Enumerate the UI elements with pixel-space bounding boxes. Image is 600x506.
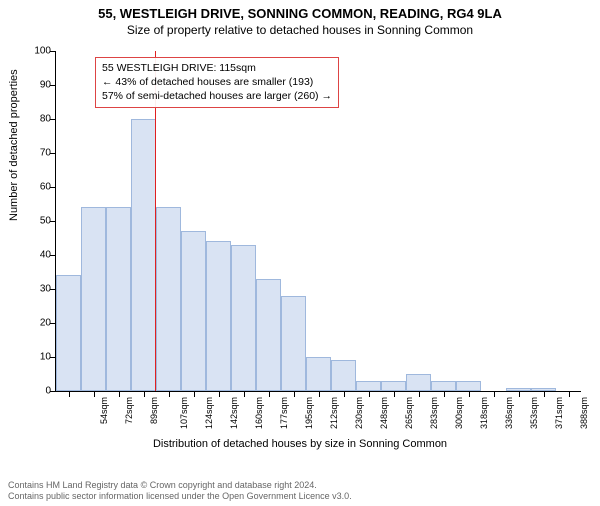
- y-tick-label: 100: [23, 46, 51, 57]
- histogram-bar: [231, 245, 256, 391]
- histogram-bar: [456, 381, 481, 391]
- histogram-bar: [281, 296, 306, 391]
- x-tick: [244, 391, 245, 397]
- histogram-bar: [156, 207, 181, 391]
- x-tick-label: 371sqm: [554, 397, 564, 429]
- x-axis-label: Distribution of detached houses by size …: [0, 438, 600, 450]
- x-tick: [444, 391, 445, 397]
- x-tick: [144, 391, 145, 397]
- y-tick-label: 0: [23, 386, 51, 397]
- histogram-bar: [181, 231, 206, 391]
- x-tick-label: 318sqm: [479, 397, 489, 429]
- annotation-box: 55 WESTLEIGH DRIVE: 115sqm ← 43% of deta…: [95, 57, 339, 108]
- y-tick-label: 20: [23, 318, 51, 329]
- x-tick: [269, 391, 270, 397]
- histogram-bar: [356, 381, 381, 391]
- x-tick: [294, 391, 295, 397]
- y-tick-label: 80: [23, 114, 51, 125]
- y-tick-label: 90: [23, 80, 51, 91]
- x-tick-label: 195sqm: [304, 397, 314, 429]
- histogram-bar: [431, 381, 456, 391]
- x-tick-label: 248sqm: [379, 397, 389, 429]
- x-tick: [219, 391, 220, 397]
- footer-line1: Contains HM Land Registry data © Crown c…: [8, 480, 352, 491]
- histogram-bar: [306, 357, 331, 391]
- histogram-bar: [406, 374, 431, 391]
- x-tick-label: 72sqm: [124, 397, 134, 424]
- x-tick: [344, 391, 345, 397]
- histogram-bar: [81, 207, 106, 391]
- histogram-bar: [56, 275, 81, 391]
- x-tick-label: 124sqm: [204, 397, 214, 429]
- chart-area: 010203040506070809010054sqm72sqm89sqm107…: [55, 51, 580, 391]
- chart-title-sub: Size of property relative to detached ho…: [0, 23, 600, 37]
- x-tick-label: 230sqm: [354, 397, 364, 429]
- x-tick-label: 283sqm: [429, 397, 439, 429]
- y-tick-label: 70: [23, 148, 51, 159]
- histogram-bar: [256, 279, 281, 391]
- x-tick: [94, 391, 95, 397]
- x-tick: [569, 391, 570, 397]
- histogram-bar: [131, 119, 156, 391]
- y-tick-label: 30: [23, 284, 51, 295]
- x-tick-label: 54sqm: [99, 397, 109, 424]
- annotation-line2: ← 43% of detached houses are smaller (19…: [102, 75, 332, 89]
- x-tick: [194, 391, 195, 397]
- x-tick: [469, 391, 470, 397]
- x-tick: [319, 391, 320, 397]
- x-tick-label: 142sqm: [229, 397, 239, 429]
- x-tick-label: 353sqm: [529, 397, 539, 429]
- x-tick: [419, 391, 420, 397]
- x-tick: [519, 391, 520, 397]
- histogram-bar: [381, 381, 406, 391]
- x-tick-label: 212sqm: [329, 397, 339, 429]
- annotation-line1: 55 WESTLEIGH DRIVE: 115sqm: [102, 61, 332, 75]
- x-tick-label: 160sqm: [254, 397, 264, 429]
- footer-line2: Contains public sector information licen…: [8, 491, 352, 502]
- x-tick: [494, 391, 495, 397]
- x-tick-label: 89sqm: [149, 397, 159, 424]
- x-tick-label: 107sqm: [179, 397, 189, 429]
- y-tick-label: 40: [23, 250, 51, 261]
- x-tick: [69, 391, 70, 397]
- x-tick: [394, 391, 395, 397]
- x-tick: [544, 391, 545, 397]
- y-tick-label: 50: [23, 216, 51, 227]
- histogram-bar: [206, 241, 231, 391]
- y-tick-label: 60: [23, 182, 51, 193]
- histogram-bar: [331, 360, 356, 391]
- chart-title-main: 55, WESTLEIGH DRIVE, SONNING COMMON, REA…: [0, 6, 600, 21]
- footer-attribution: Contains HM Land Registry data © Crown c…: [8, 480, 352, 503]
- x-tick: [369, 391, 370, 397]
- x-tick-label: 388sqm: [579, 397, 589, 429]
- histogram-bar: [106, 207, 131, 391]
- x-tick-label: 265sqm: [404, 397, 414, 429]
- x-tick: [119, 391, 120, 397]
- annotation-line3: 57% of semi-detached houses are larger (…: [102, 89, 332, 103]
- y-axis-label: Number of detached properties: [8, 69, 20, 221]
- y-tick-label: 10: [23, 352, 51, 363]
- x-tick-label: 177sqm: [279, 397, 289, 429]
- x-tick: [169, 391, 170, 397]
- x-tick-label: 336sqm: [504, 397, 514, 429]
- x-tick-label: 300sqm: [454, 397, 464, 429]
